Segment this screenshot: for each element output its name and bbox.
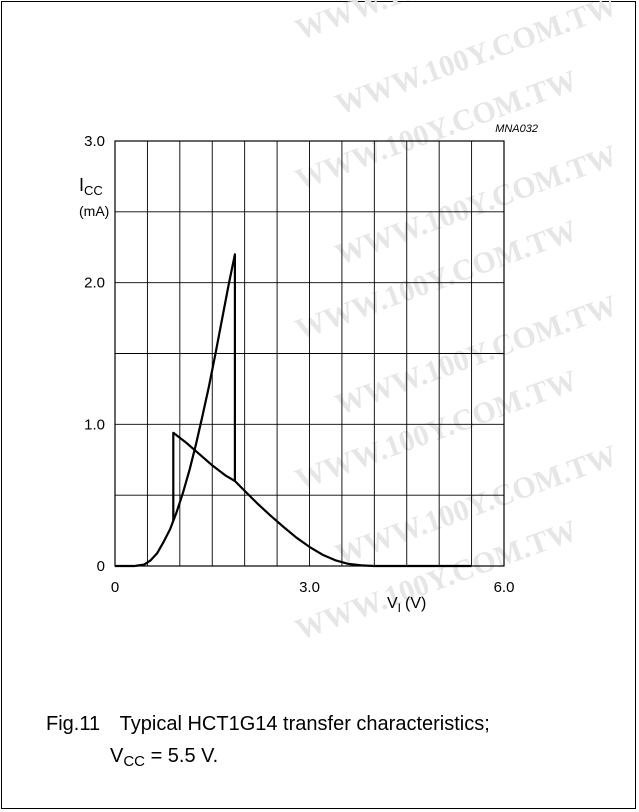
figure-label: Fig.11	[46, 713, 101, 735]
y-tick-label: 1.0	[84, 416, 105, 433]
y-tick-label: 0	[97, 558, 105, 575]
series-line-2	[172, 431, 236, 521]
y-tick-label: 2.0	[84, 275, 105, 292]
x-tick-label: 0	[111, 579, 119, 596]
grid	[115, 141, 504, 566]
x-tick-label: 6.0	[494, 579, 515, 596]
series-group	[115, 253, 472, 568]
tick-labels: 0 3.0 6.0 0 1.0 2.0 3.0	[84, 133, 514, 596]
caption-condition: VCC = 5.5 V.	[110, 745, 219, 770]
y-axis-unit: (mA)	[79, 203, 109, 219]
series-line-1	[115, 253, 472, 568]
caption-line-1: Fig.11 Typical HCT1G14 transfer characte…	[46, 714, 490, 734]
plot-border	[114, 140, 505, 567]
figure-code: MNA032	[495, 123, 538, 135]
caption-text: Typical HCT1G14 transfer characteristics…	[119, 713, 490, 735]
x-axis-label: VI (V)	[387, 595, 426, 615]
y-tick-label: 3.0	[84, 133, 105, 150]
x-tick-label: 3.0	[299, 579, 320, 596]
y-axis-label: ICC	[79, 175, 103, 198]
